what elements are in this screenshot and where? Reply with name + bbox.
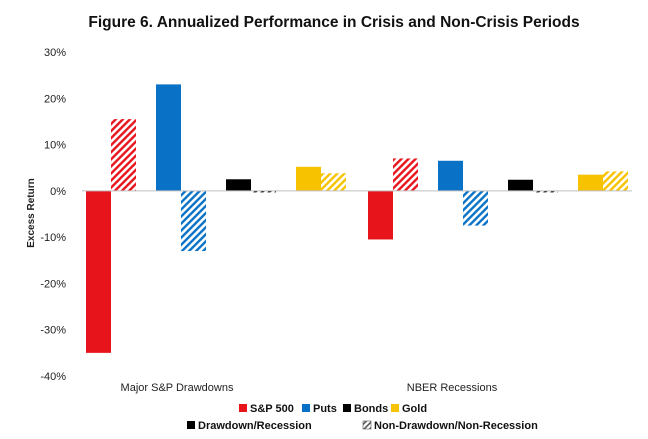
legend-swatch-sp-500 (239, 404, 247, 412)
chart-title: Figure 6. Annualized Performance in Cris… (88, 14, 579, 31)
legend-swatch-non-drawdown-non-recession (362, 420, 372, 430)
legend-label-sp-500: S&P 500 (250, 403, 294, 415)
y-tick-label: -30% (40, 325, 66, 337)
y-tick-label: 20% (44, 93, 66, 105)
bar-sp-500-non-crisis-1 (111, 119, 136, 191)
bar-sp-500-crisis-1 (86, 190, 111, 353)
bar-puts-non-crisis-2 (463, 190, 488, 226)
bar-gold-non-crisis-2 (603, 171, 628, 191)
legend-label-drawdown-recession: Drawdown/Recession (198, 420, 312, 432)
legend-label-puts: Puts (313, 403, 337, 415)
bar-gold-non-crisis-1 (321, 173, 346, 191)
legend-label-gold: Gold (402, 403, 427, 415)
bars (86, 84, 628, 353)
y-tick-label: 30% (44, 47, 66, 59)
legend-swatch-drawdown-recession (187, 421, 195, 429)
bar-puts-crisis-2 (438, 160, 463, 191)
x-category-label: Major S&P Drawdowns (121, 382, 234, 394)
y-tick-label: -10% (40, 232, 66, 244)
bar-sp-500-crisis-2 (368, 190, 393, 240)
y-tick-label: 0% (50, 186, 66, 198)
y-axis-label: Excess Return (26, 178, 37, 247)
legend: S&P 500 Puts Bonds Gold Drawdown/Recession No… (187, 403, 538, 432)
bar-gold-crisis-2 (578, 174, 603, 191)
y-tick-label: -20% (40, 278, 66, 290)
bar-gold-crisis-1 (296, 166, 321, 191)
bar-sp-500-non-crisis-2 (393, 158, 418, 191)
legend-label-non-drawdown-non-recession: Non-Drawdown/Non-Recession (374, 420, 538, 432)
bar-puts-non-crisis-1 (181, 190, 206, 252)
bar-bonds-crisis-2 (508, 179, 533, 191)
y-axis: 30% 20% 10% 0% -10% -20% -30% -40% (40, 47, 66, 383)
bar-bonds-non-crisis-1 (251, 190, 276, 193)
bar-bonds-crisis-1 (226, 179, 251, 191)
legend-swatch-puts (302, 404, 310, 412)
legend-label-bonds: Bonds (354, 403, 388, 415)
bar-bonds-non-crisis-2 (533, 190, 558, 193)
legend-swatch-gold (391, 404, 399, 412)
y-tick-label: -40% (40, 371, 66, 383)
y-tick-label: 10% (44, 140, 66, 152)
legend-swatch-bonds (343, 404, 351, 412)
bar-puts-crisis-1 (156, 84, 181, 191)
x-axis-categories: Major S&P Drawdowns NBER Recessions (121, 382, 498, 394)
x-category-label: NBER Recessions (407, 382, 498, 394)
